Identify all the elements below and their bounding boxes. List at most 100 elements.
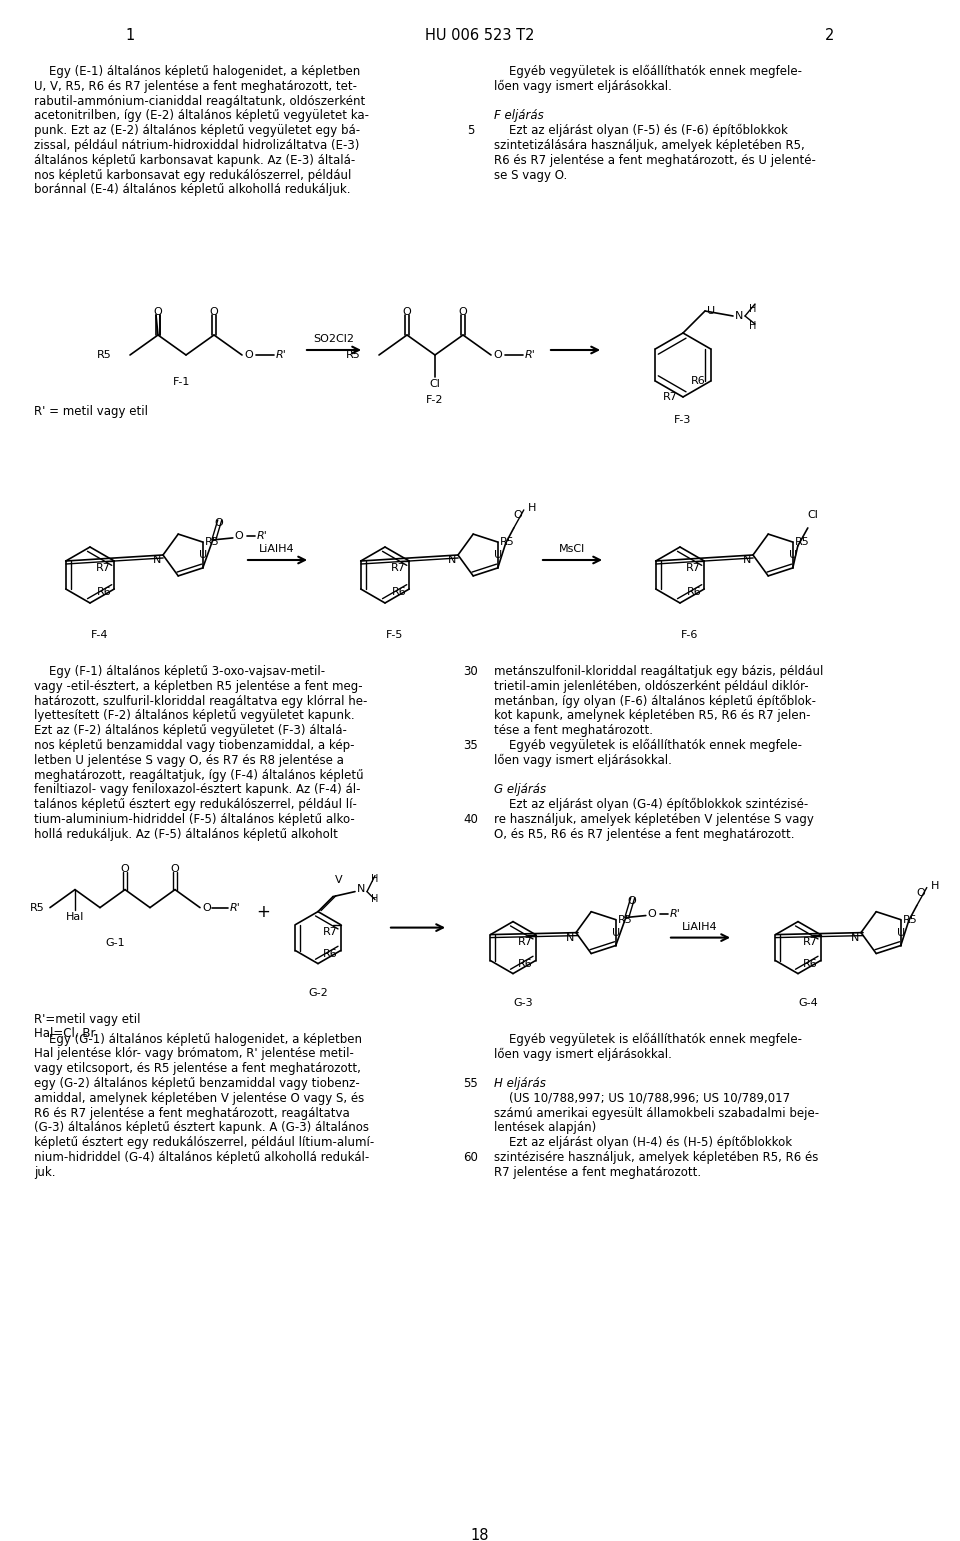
Text: Cl: Cl (429, 379, 441, 388)
Text: U: U (897, 928, 905, 937)
Text: R5: R5 (902, 915, 918, 925)
Text: lően vagy ismert eljárásokkal.: lően vagy ismert eljárásokkal. (494, 80, 672, 92)
Text: O: O (171, 863, 180, 874)
Text: O: O (209, 307, 218, 317)
Text: R' = metil vagy etil: R' = metil vagy etil (34, 405, 148, 418)
Text: Egy (F-1) általános képletű 3-oxo-vajsav-metil-: Egy (F-1) általános képletű 3-oxo-vajsav… (34, 666, 325, 678)
Text: 30: 30 (464, 666, 478, 678)
Text: F-2: F-2 (426, 394, 444, 405)
Text: 60: 60 (464, 1151, 478, 1163)
Text: N: N (743, 555, 751, 566)
Text: zissal, például nátrium-hidroxiddal hidrolizáltatva (E-3): zissal, például nátrium-hidroxiddal hidr… (34, 139, 359, 153)
Text: meghatározott, reagáltatjuk, így (F-4) általános képletű: meghatározott, reagáltatjuk, így (F-4) á… (34, 769, 364, 781)
Text: O: O (628, 895, 636, 906)
Text: (US 10/788,997; US 10/788,996; US 10/789,017: (US 10/788,997; US 10/788,996; US 10/789… (494, 1093, 790, 1105)
Text: HU 006 523 T2: HU 006 523 T2 (425, 28, 535, 43)
Text: Ezt az eljárást olyan (G-4) építőblokkok szintézisé-: Ezt az eljárást olyan (G-4) építőblokkok… (494, 798, 808, 812)
Text: R6: R6 (517, 959, 533, 969)
Text: R5: R5 (97, 350, 112, 361)
Text: O: O (514, 510, 522, 519)
Text: U: U (612, 928, 620, 937)
Text: G-2: G-2 (308, 988, 328, 997)
Text: R7: R7 (323, 926, 338, 937)
Text: G-1: G-1 (106, 937, 125, 948)
Text: (G-3) általános képletű észtert kapunk. A (G-3) általános: (G-3) általános képletű észtert kapunk. … (34, 1122, 369, 1134)
Text: +: + (256, 903, 270, 920)
Text: 35: 35 (464, 740, 478, 752)
Text: 18: 18 (470, 1529, 490, 1541)
Text: képletű észtert egy redukálószerrel, például lítium-alumí-: képletű észtert egy redukálószerrel, pél… (34, 1136, 374, 1150)
Text: F-4: F-4 (91, 630, 108, 640)
Text: V: V (335, 875, 343, 885)
Text: LiAlH4: LiAlH4 (259, 544, 295, 555)
Text: talános képletű észtert egy redukálószerrel, például lí-: talános képletű észtert egy redukálószer… (34, 798, 357, 811)
Text: R7: R7 (803, 937, 818, 946)
Text: N: N (447, 555, 456, 566)
Text: H: H (931, 880, 939, 891)
Text: Cl: Cl (807, 510, 819, 519)
Text: egy (G-2) általános képletű benzamiddal vagy tiobenz-: egy (G-2) általános képletű benzamiddal … (34, 1077, 360, 1089)
Text: nos képletű benzamiddal vagy tiobenzamiddal, a kép-: nos képletű benzamiddal vagy tiobenzamid… (34, 740, 354, 752)
Text: R': R' (525, 350, 536, 361)
Text: H: H (371, 894, 378, 903)
Text: 2: 2 (826, 28, 834, 43)
Text: R7 jelentése a fent meghatározott.: R7 jelentése a fent meghatározott. (494, 1167, 701, 1179)
Text: O: O (493, 350, 502, 361)
Text: rabutil-ammónium-cianiddal reagáltatunk, oldószerként: rabutil-ammónium-cianiddal reagáltatunk,… (34, 94, 365, 108)
Text: lyettesített (F-2) általános képletű vegyületet kapunk.: lyettesített (F-2) általános képletű veg… (34, 709, 354, 723)
Text: N: N (565, 932, 574, 943)
Text: H: H (749, 321, 756, 331)
Text: lentések alapján): lentések alapján) (494, 1122, 596, 1134)
Text: F-5: F-5 (386, 630, 404, 640)
Text: H: H (371, 874, 378, 883)
Text: F eljárás: F eljárás (494, 109, 543, 122)
Text: U: U (493, 550, 502, 559)
Text: R6: R6 (691, 376, 706, 385)
Text: szintézisére használjuk, amelyek képletében R5, R6 és: szintézisére használjuk, amelyek képleté… (494, 1151, 818, 1163)
Text: Egyéb vegyületek is előállíthatók ennek megfele-: Egyéb vegyületek is előállíthatók ennek … (494, 1032, 802, 1046)
Text: R7: R7 (517, 937, 533, 946)
Text: N: N (153, 555, 161, 566)
Text: szintetizálására használjuk, amelyek képletében R5,: szintetizálására használjuk, amelyek kép… (494, 139, 804, 153)
Text: O: O (235, 532, 244, 541)
Text: letben U jelentése S vagy O, és R7 és R8 jelentése a: letben U jelentése S vagy O, és R7 és R8… (34, 754, 344, 767)
Text: SO2Cl2: SO2Cl2 (314, 334, 354, 344)
Text: H eljárás: H eljárás (494, 1077, 546, 1089)
Text: Egy (E-1) általános képletű halogenidet, a képletben: Egy (E-1) általános képletű halogenidet,… (34, 65, 360, 79)
Text: U: U (789, 550, 797, 559)
Text: nos képletű karbonsavat egy redukálószerrel, például: nos képletű karbonsavat egy redukálószer… (34, 168, 351, 182)
Text: acetonitrilben, így (E-2) általános képletű vegyületet ka-: acetonitrilben, így (E-2) általános képl… (34, 109, 369, 122)
Text: G-4: G-4 (798, 997, 818, 1008)
Text: R7: R7 (686, 562, 701, 573)
Text: MsCl: MsCl (559, 544, 586, 555)
Text: G eljárás: G eljárás (494, 783, 546, 797)
Text: R5: R5 (795, 538, 809, 547)
Text: U, V, R5, R6 és R7 jelentése a fent meghatározott, tet-: U, V, R5, R6 és R7 jelentése a fent megh… (34, 80, 357, 92)
Text: O, és R5, R6 és R7 jelentése a fent meghatározott.: O, és R5, R6 és R7 jelentése a fent megh… (494, 828, 795, 841)
Text: R': R' (256, 532, 268, 541)
Text: O: O (459, 307, 468, 317)
Text: R5: R5 (31, 903, 45, 912)
Text: Hal: Hal (66, 912, 84, 922)
Text: N: N (357, 883, 366, 894)
Text: lően vagy ismert eljárásokkal.: lően vagy ismert eljárásokkal. (494, 754, 672, 767)
Text: R6: R6 (392, 587, 406, 596)
Text: R5: R5 (500, 538, 515, 547)
Text: R5: R5 (618, 915, 633, 925)
Text: F-3: F-3 (674, 415, 692, 425)
Text: általános képletű karbonsavat kapunk. Az (E-3) általá-: általános képletű karbonsavat kapunk. Az… (34, 154, 355, 166)
Text: határozott, szulfuril-kloriddal reagáltatva egy klórral he-: határozott, szulfuril-kloriddal reagálta… (34, 695, 368, 707)
Text: R6: R6 (323, 949, 338, 959)
Text: re használjuk, amelyek képletében V jelentése S vagy: re használjuk, amelyek képletében V jele… (494, 814, 814, 826)
Text: F-1: F-1 (174, 378, 191, 387)
Text: 5: 5 (468, 125, 474, 137)
Text: Ezt az eljárást olyan (F-5) és (F-6) építőblokkok: Ezt az eljárást olyan (F-5) és (F-6) épí… (494, 125, 788, 137)
Text: 40: 40 (464, 814, 478, 826)
Text: R6 és R7 jelentése a fent meghatározott, és U jelenté-: R6 és R7 jelentése a fent meghatározott,… (494, 154, 816, 166)
Text: R6: R6 (803, 959, 818, 969)
Text: lően vagy ismert eljárásokkal.: lően vagy ismert eljárásokkal. (494, 1048, 672, 1060)
Text: tium-aluminium-hidriddel (F-5) általános képletű alko-: tium-aluminium-hidriddel (F-5) általános… (34, 814, 355, 826)
Text: O: O (121, 863, 130, 874)
Text: tése a fent meghatározott.: tése a fent meghatározott. (494, 724, 653, 737)
Text: nium-hidriddel (G-4) általános képletű alkohollá redukál-: nium-hidriddel (G-4) általános képletű a… (34, 1151, 370, 1163)
